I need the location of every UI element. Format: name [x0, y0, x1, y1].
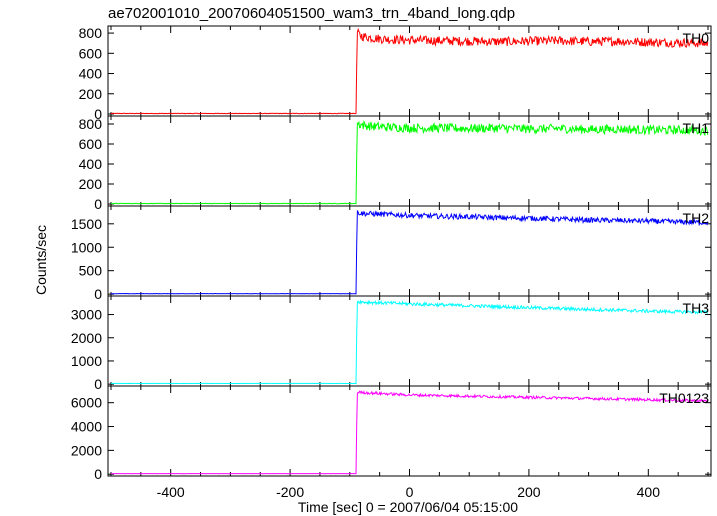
x-axis-label: Time [sec] 0 = 2007/06/04 05:15:00: [298, 499, 518, 515]
y-axis-label: Counts/sec: [33, 225, 49, 295]
y-tick-label: 600: [79, 45, 103, 61]
panel-th0123: 0 2000 4000 6000 TH0123: [71, 385, 712, 482]
y-tick-label: 0: [94, 376, 102, 392]
y-tick-label: 0: [94, 466, 102, 482]
panels-group: 0 200 400 600 800 TH0 0 200 400 600 800 TH1 0 500 1000…: [71, 25, 712, 482]
y-tick-label: 400: [79, 156, 103, 172]
y-tick-label: 1500: [71, 216, 102, 232]
y-tick-label: 400: [79, 66, 103, 82]
panel-th3: 0 1000 2000 3000 TH3: [71, 295, 712, 392]
y-tick-label: 2000: [71, 330, 102, 346]
y-tick-label: 0: [94, 286, 102, 302]
series-line-th2: [111, 210, 709, 295]
y-tick-label: 6000: [71, 395, 102, 411]
x-tick-label: 0: [406, 484, 414, 500]
panel-frame: [107, 25, 712, 117]
series-label-th3: TH3: [683, 300, 710, 316]
panel-th2: 0 500 1000 1500 TH2: [71, 205, 712, 302]
x-tick-labels: -400 -200 0 200 400: [157, 484, 661, 500]
x-tick-label: 200: [517, 484, 541, 500]
series-label-th0123: TH0123: [659, 390, 709, 406]
series-line-th0123: [110, 390, 709, 475]
y-tick-label: 1000: [71, 239, 102, 255]
x-tick-label: 400: [637, 484, 661, 500]
x-tick-label: -200: [276, 484, 304, 500]
panel-frame: [107, 385, 712, 477]
series-label-th0: TH0: [683, 30, 710, 46]
y-tick-label: 2000: [71, 442, 102, 458]
y-tick-label: 3000: [71, 307, 102, 323]
series-label-th2: TH2: [683, 210, 710, 226]
y-tick-label: 0: [94, 106, 102, 122]
y-tick-label: 0: [94, 196, 102, 212]
panel-th1: 0 200 400 600 800 TH1: [79, 115, 712, 212]
y-tick-label: 800: [79, 25, 103, 41]
series-line-th3: [110, 299, 709, 385]
series-label-th1: TH1: [683, 120, 710, 136]
y-tick-label: 600: [79, 136, 103, 152]
series-line-th1: [110, 120, 709, 205]
y-tick-label: 200: [79, 86, 103, 102]
y-tick-label: 1000: [71, 353, 102, 369]
y-tick-label: 500: [79, 263, 103, 279]
panel-th0: 0 200 400 600 800 TH0: [79, 25, 712, 122]
chart-title: ae702001010_20070604051500_wam3_trn_4ban…: [108, 5, 515, 22]
y-tick-label: 800: [79, 116, 103, 132]
series-line-th0: [110, 27, 709, 115]
y-tick-label: 4000: [71, 419, 102, 435]
y-tick-label: 200: [79, 176, 103, 192]
x-tick-label: -400: [157, 484, 185, 500]
